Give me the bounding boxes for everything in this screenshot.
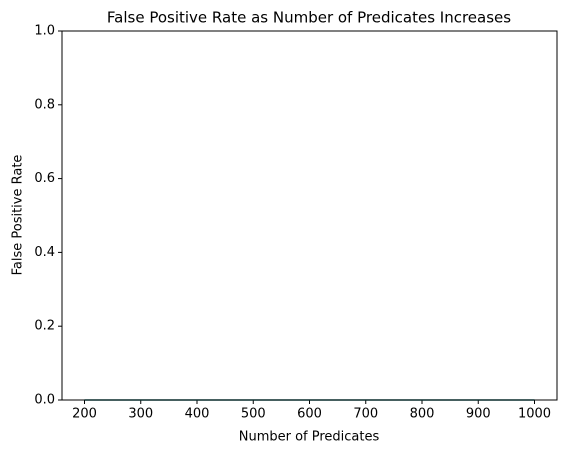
x-tick-label: 700 — [353, 407, 378, 422]
x-tick-label: 900 — [466, 407, 491, 422]
x-tick-label: 400 — [185, 407, 210, 422]
x-tick-label: 600 — [297, 407, 322, 422]
plot-frame — [61, 30, 558, 401]
x-tick-label: 500 — [241, 407, 266, 422]
x-tick-label: 300 — [128, 407, 153, 422]
x-tick-label: 800 — [410, 407, 435, 422]
x-tick-label: 1000 — [518, 407, 551, 422]
chart-title: False Positive Rate as Number of Predica… — [107, 9, 511, 27]
y-tick-label: 0.6 — [34, 171, 55, 186]
x-tick-label: 200 — [72, 407, 97, 422]
y-tick-label: 0.4 — [34, 245, 55, 260]
y-axis-label: False Positive Rate — [11, 155, 26, 276]
y-tick-label: 0.8 — [34, 97, 55, 112]
x-axis-label: Number of Predicates — [239, 430, 380, 445]
y-tick-label: 0.0 — [34, 393, 55, 408]
y-tick-label: 0.2 — [34, 319, 55, 334]
y-tick-label: 1.0 — [34, 24, 55, 39]
